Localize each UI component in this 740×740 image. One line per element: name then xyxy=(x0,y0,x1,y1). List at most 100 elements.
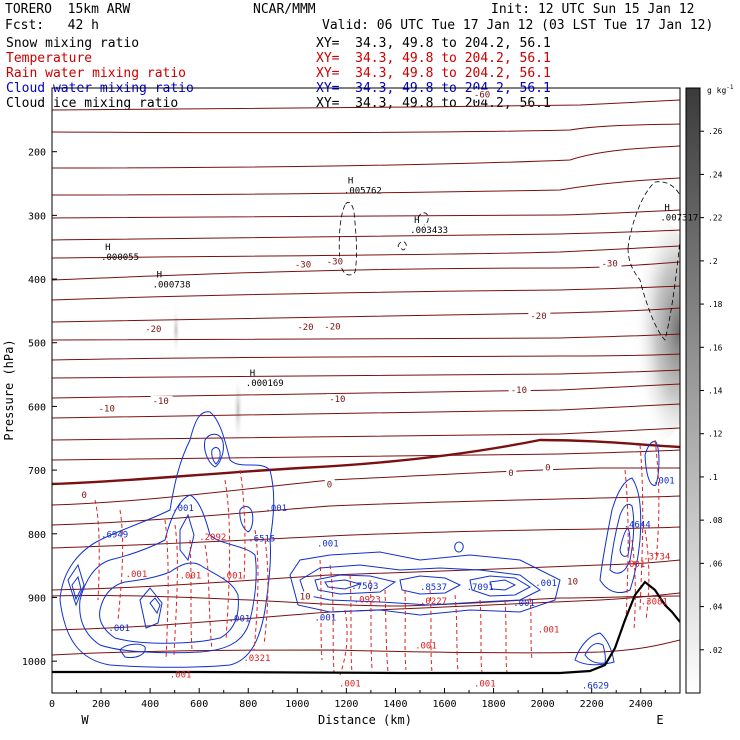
cloud-water-label: .001 xyxy=(653,476,675,486)
cloud-water-contours xyxy=(59,411,660,668)
rain-water-label: .001 xyxy=(221,571,243,581)
y-axis-label: Pressure (hPa) xyxy=(2,339,16,440)
colorbar-tick-label: .14 xyxy=(708,387,723,396)
x-tick-label: 1400 xyxy=(383,699,407,710)
cloud-water-label: .001 xyxy=(535,579,557,589)
colorbar-unit-base: g kg xyxy=(707,86,726,95)
freezing-level-isotherm xyxy=(52,438,680,486)
y-tick-label: 500 xyxy=(28,339,46,350)
field-name-temperature: Temperature xyxy=(6,51,93,66)
x-tick-label: 600 xyxy=(190,699,208,710)
rain-water-contours xyxy=(94,439,660,676)
cloud-ice-shading-col1 xyxy=(172,305,180,355)
cloud-water-label: .001 xyxy=(317,540,339,550)
isotherm-label-bg xyxy=(295,322,318,332)
field-xy-snow: XY= 34.3, 49.8 to 204.2, 56.1 xyxy=(316,36,551,51)
rain-water-label: .001 xyxy=(474,680,496,690)
snow-max-marker: H xyxy=(105,243,110,253)
temperature-isotherms xyxy=(52,99,680,656)
colorbar-tick-label: .16 xyxy=(708,343,723,352)
snow-max-marker: H xyxy=(157,270,162,280)
isotherm-label: -30 xyxy=(295,261,311,271)
colorbar-tick-label: .24 xyxy=(708,170,723,179)
snow-max-label: .000055 xyxy=(101,253,139,263)
isotherm-label: 0 xyxy=(545,464,550,474)
snow-max-marker: H xyxy=(348,177,353,187)
rain-water-label: .0227 xyxy=(420,597,447,607)
isotherm-label-bg xyxy=(79,490,90,501)
snow-max-label: .005762 xyxy=(344,187,382,197)
cloud-water-label: .6629 xyxy=(582,682,609,692)
isotherm-label: -20 xyxy=(145,325,161,335)
isotherm-label-bg xyxy=(292,259,315,270)
rain-water-label: .001 xyxy=(126,570,148,580)
isotherm-label-bg xyxy=(543,462,554,473)
rain-water-label: .001 xyxy=(538,626,560,636)
rain-water-label: .2092 xyxy=(199,533,226,543)
rain-water-label: .0321 xyxy=(243,654,270,664)
isotherm-label-bg xyxy=(565,576,582,587)
x-axis: 0 200 400 600 800 1000 1200 1400 1600 1800 2000 220… xyxy=(49,688,666,710)
isotherm-label: -20 xyxy=(297,323,313,333)
snow-max-marker: H xyxy=(664,203,669,213)
x-tick-label: 2000 xyxy=(531,699,555,710)
y-tick-label: 700 xyxy=(28,466,46,477)
rain-water-label: .001 xyxy=(170,671,192,681)
cloud-water-label: .4644 xyxy=(624,520,651,530)
cloud-water-label: .001 xyxy=(513,599,535,609)
isotherm-label: -20 xyxy=(530,312,546,322)
colorbar-unit: g kg-1 xyxy=(707,84,734,95)
rain-water-label: .0923 xyxy=(354,596,381,606)
isotherm-label: -10 xyxy=(99,405,115,415)
rain-water-label: .3081 xyxy=(641,597,668,607)
y-tick-label: 300 xyxy=(28,211,46,222)
cloud-water-label: .001 xyxy=(265,504,287,514)
colorbar-tick-label: .02 xyxy=(708,646,723,655)
isotherm-label-bg xyxy=(508,385,531,396)
cloud-water-label: .7091 xyxy=(467,583,494,593)
valid-time: Valid: 06 UTC Tue 17 Jan 12 (03 LST Tue … xyxy=(322,18,714,33)
snow-mixing-contours xyxy=(338,181,680,341)
plot-frame xyxy=(51,87,681,694)
colorbar-tick-label: .1 xyxy=(708,473,718,482)
isotherm-label-bg xyxy=(324,479,335,490)
cloud-water-label: .7503 xyxy=(351,582,378,592)
isotherm-label: -10 xyxy=(329,395,345,405)
cloud-water-label: .6515 xyxy=(248,534,275,544)
rain-water-label: .001 xyxy=(339,680,361,690)
isotherm-label-bg xyxy=(506,467,517,478)
cloud-water-label: .8537 xyxy=(420,583,447,593)
init-time: Init: 12 UTC Sun 15 Jan 12 xyxy=(491,2,695,17)
isotherm-label: -60 xyxy=(474,91,490,101)
isotherm-label: 10 xyxy=(300,592,311,602)
snow-max-marker: H xyxy=(250,369,255,379)
colorbar-tick-label: .06 xyxy=(708,559,723,568)
isotherm-label-bg xyxy=(599,258,622,269)
snow-max-label: .003433 xyxy=(410,226,448,236)
x-axis-label: Distance (km) xyxy=(318,713,412,727)
isotherm-label: 0 xyxy=(327,480,332,490)
isotherm-label: 0 xyxy=(508,469,513,479)
colorbar-tick-label: .04 xyxy=(708,603,723,612)
field-name-snow: Snow mixing ratio xyxy=(6,36,140,51)
rain-water-label: .001 xyxy=(415,641,437,651)
snow-max-label: .000738 xyxy=(153,280,191,290)
y-tick-label: 600 xyxy=(28,402,46,413)
isotherm-plus10 xyxy=(52,594,680,607)
isotherm-label: -10 xyxy=(153,397,169,407)
isotherm-label-bg xyxy=(96,403,119,414)
contour-annotations: -60 -30 -30 -30 -20 -20 -20 -20 -10 -10 -10 -10 0 0 0 0… xyxy=(79,89,698,692)
x-tick-label: 0 xyxy=(49,699,55,710)
cloud-water-label: .001 xyxy=(229,615,251,625)
x-tick-label: 1000 xyxy=(285,699,309,710)
rain-water-label: .001 xyxy=(624,560,646,570)
isotherm-label: -20 xyxy=(324,322,340,332)
field-xy-temperature: XY= 34.3, 49.8 to 204.2, 56.1 xyxy=(316,51,551,66)
west-endpoint-label: W xyxy=(81,713,89,727)
colorbar-tick-label: .2 xyxy=(708,257,718,266)
terrain-line xyxy=(52,580,680,675)
east-endpoint-label: E xyxy=(656,713,663,727)
colorbar-tick-label: .12 xyxy=(708,430,723,439)
center-title: NCAR/MMM xyxy=(253,2,316,17)
